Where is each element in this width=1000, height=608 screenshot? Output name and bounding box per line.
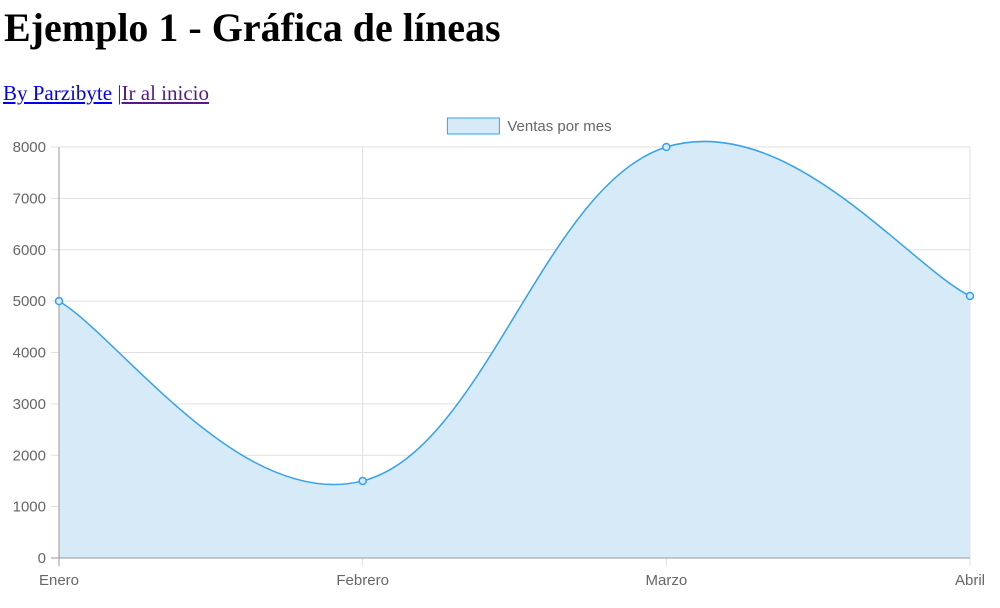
y-tick-label: 5000 xyxy=(13,293,46,310)
chart-axes xyxy=(51,147,970,566)
x-tick-label: Enero xyxy=(39,572,79,589)
series-line xyxy=(58,140,971,486)
data-point xyxy=(358,476,367,486)
y-tick-label: 6000 xyxy=(13,242,46,259)
data-point xyxy=(54,296,64,306)
home-link[interactable]: Ir al inicio xyxy=(121,81,209,105)
x-tick-label: Abril xyxy=(955,572,985,589)
sales-line-chart: 0 1000 2000 3000 4000 5000 6000 7000 8000 Enero Fe… xyxy=(13,117,985,589)
chart-tick-labels: 0 1000 2000 3000 4000 5000 6000 7000 8000 Enero Fe… xyxy=(13,139,985,589)
data-point xyxy=(965,291,975,301)
page-title: Ejemplo 1 - Gráfica de líneas xyxy=(4,5,501,50)
legend-swatch xyxy=(446,117,500,135)
chart-area-fill xyxy=(59,141,970,558)
author-link[interactable]: By Parzibyte xyxy=(3,81,113,105)
legend-label: Ventas por mes xyxy=(507,118,611,135)
y-tick-label: 4000 xyxy=(13,345,46,362)
x-tick-label: Febrero xyxy=(336,572,389,589)
chart-series-line xyxy=(58,140,971,486)
y-tick-label: 3000 xyxy=(13,396,46,413)
chart-points xyxy=(54,142,975,486)
y-tick-label: 2000 xyxy=(13,447,46,464)
y-tick-label: 1000 xyxy=(13,499,46,516)
series-area xyxy=(59,141,970,558)
y-tick-label: 7000 xyxy=(13,190,46,207)
data-point xyxy=(662,142,671,152)
chart-legend: Ventas por mes xyxy=(446,117,612,135)
link-separator: | xyxy=(117,81,122,105)
link-bar: By Parzibyte |Ir al inicio xyxy=(3,80,209,106)
x-tick-label: Marzo xyxy=(645,572,687,589)
y-tick-label: 8000 xyxy=(13,139,46,156)
y-tick-label: 0 xyxy=(38,550,46,567)
